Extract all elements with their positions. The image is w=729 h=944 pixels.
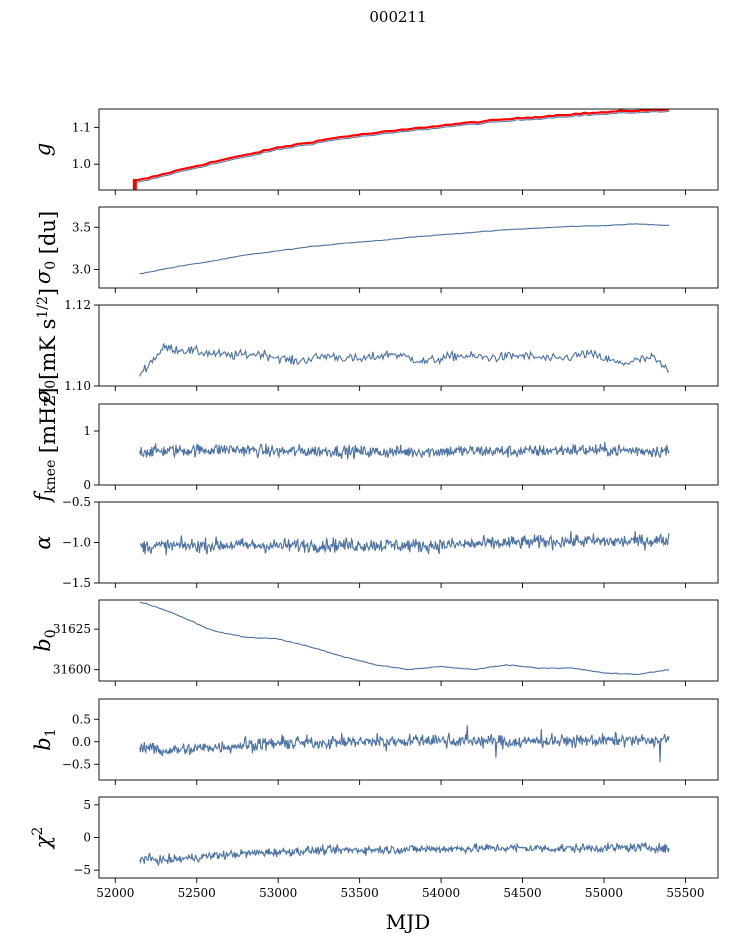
y-axis-label: σ0[mK s1/2] [31,288,60,403]
axes-frame [98,304,719,387]
x-tick-label: 54000 [422,886,460,900]
y-axis-label: b1 [31,728,59,750]
y-tick-label: 1.12 [64,298,91,312]
series-line [134,110,670,183]
series-line [139,601,670,676]
x-tick-label: 55500 [666,886,704,900]
y-axis-label: b0 [31,629,59,651]
series-line [139,842,670,867]
x-axis-label: MJD [386,910,431,934]
y-tick-label: −5 [73,863,91,877]
axes-frame [98,698,719,781]
x-tick-label: 55000 [585,886,623,900]
x-tick-label: 52000 [96,886,134,900]
panel-1: 1.0 1.1 g [31,108,719,195]
series-line [139,442,670,460]
panel-4: 0 1 fknee [mHz] [31,387,719,504]
series-line [139,725,670,763]
y-tick-label: 1 [83,424,91,438]
y-tick-label: 0 [83,831,91,845]
panel-8: −5 0 5 52000 52500 53000 53500 54000 54500 55000 5… [30,796,719,900]
series-overlay-line [134,109,670,182]
panel-2: 3.0 3.5 σ0 [du] [31,206,719,293]
axes-frame [98,108,719,191]
x-tick-label: 52500 [178,886,216,900]
y-tick-label: 1.10 [64,379,91,393]
y-tick-label: 31625 [53,622,91,636]
y-tick-label: −1.0 [62,536,91,550]
y-axis-label: χ2 [30,827,55,851]
panel-3: 1.10 1.12 σ0[mK s1/2] [31,288,719,403]
axes-frame [98,206,719,289]
y-tick-label: −0.5 [62,495,91,509]
series-line [139,530,670,556]
y-axis-label: σ0 [du] [31,211,60,284]
series-line [139,343,670,377]
y-tick-label: 1.1 [72,120,91,134]
y-tick-label: 1.0 [72,157,91,171]
x-tick-label: 53500 [341,886,379,900]
y-axis-label: α [31,535,55,549]
panel-5: −1.5 −1.0 −0.5 α [31,495,719,590]
y-tick-label: −1.5 [62,576,91,590]
y-tick-label: 0.5 [72,712,91,726]
x-tick-label: 54500 [503,886,541,900]
axes-frame [98,403,719,486]
y-tick-label: 0.0 [72,735,91,749]
y-axis-label: fknee [mHz] [31,387,60,503]
y-tick-label: 3.5 [72,220,91,234]
series-line [139,223,670,275]
x-tick-label: 53000 [259,886,297,900]
axes-frame [98,796,719,879]
y-tick-label: 3.0 [72,262,91,276]
y-tick-label: −0.5 [62,757,91,771]
axes-frame [98,599,719,682]
figure-title: 000211 [369,8,426,26]
panel-7: −0.5 0.0 0.5 b1 [31,698,719,785]
y-tick-label: 0 [83,478,91,492]
y-tick-label: 5 [83,798,91,812]
y-tick-label: 31600 [53,663,91,677]
y-axis-label: g [31,143,55,156]
